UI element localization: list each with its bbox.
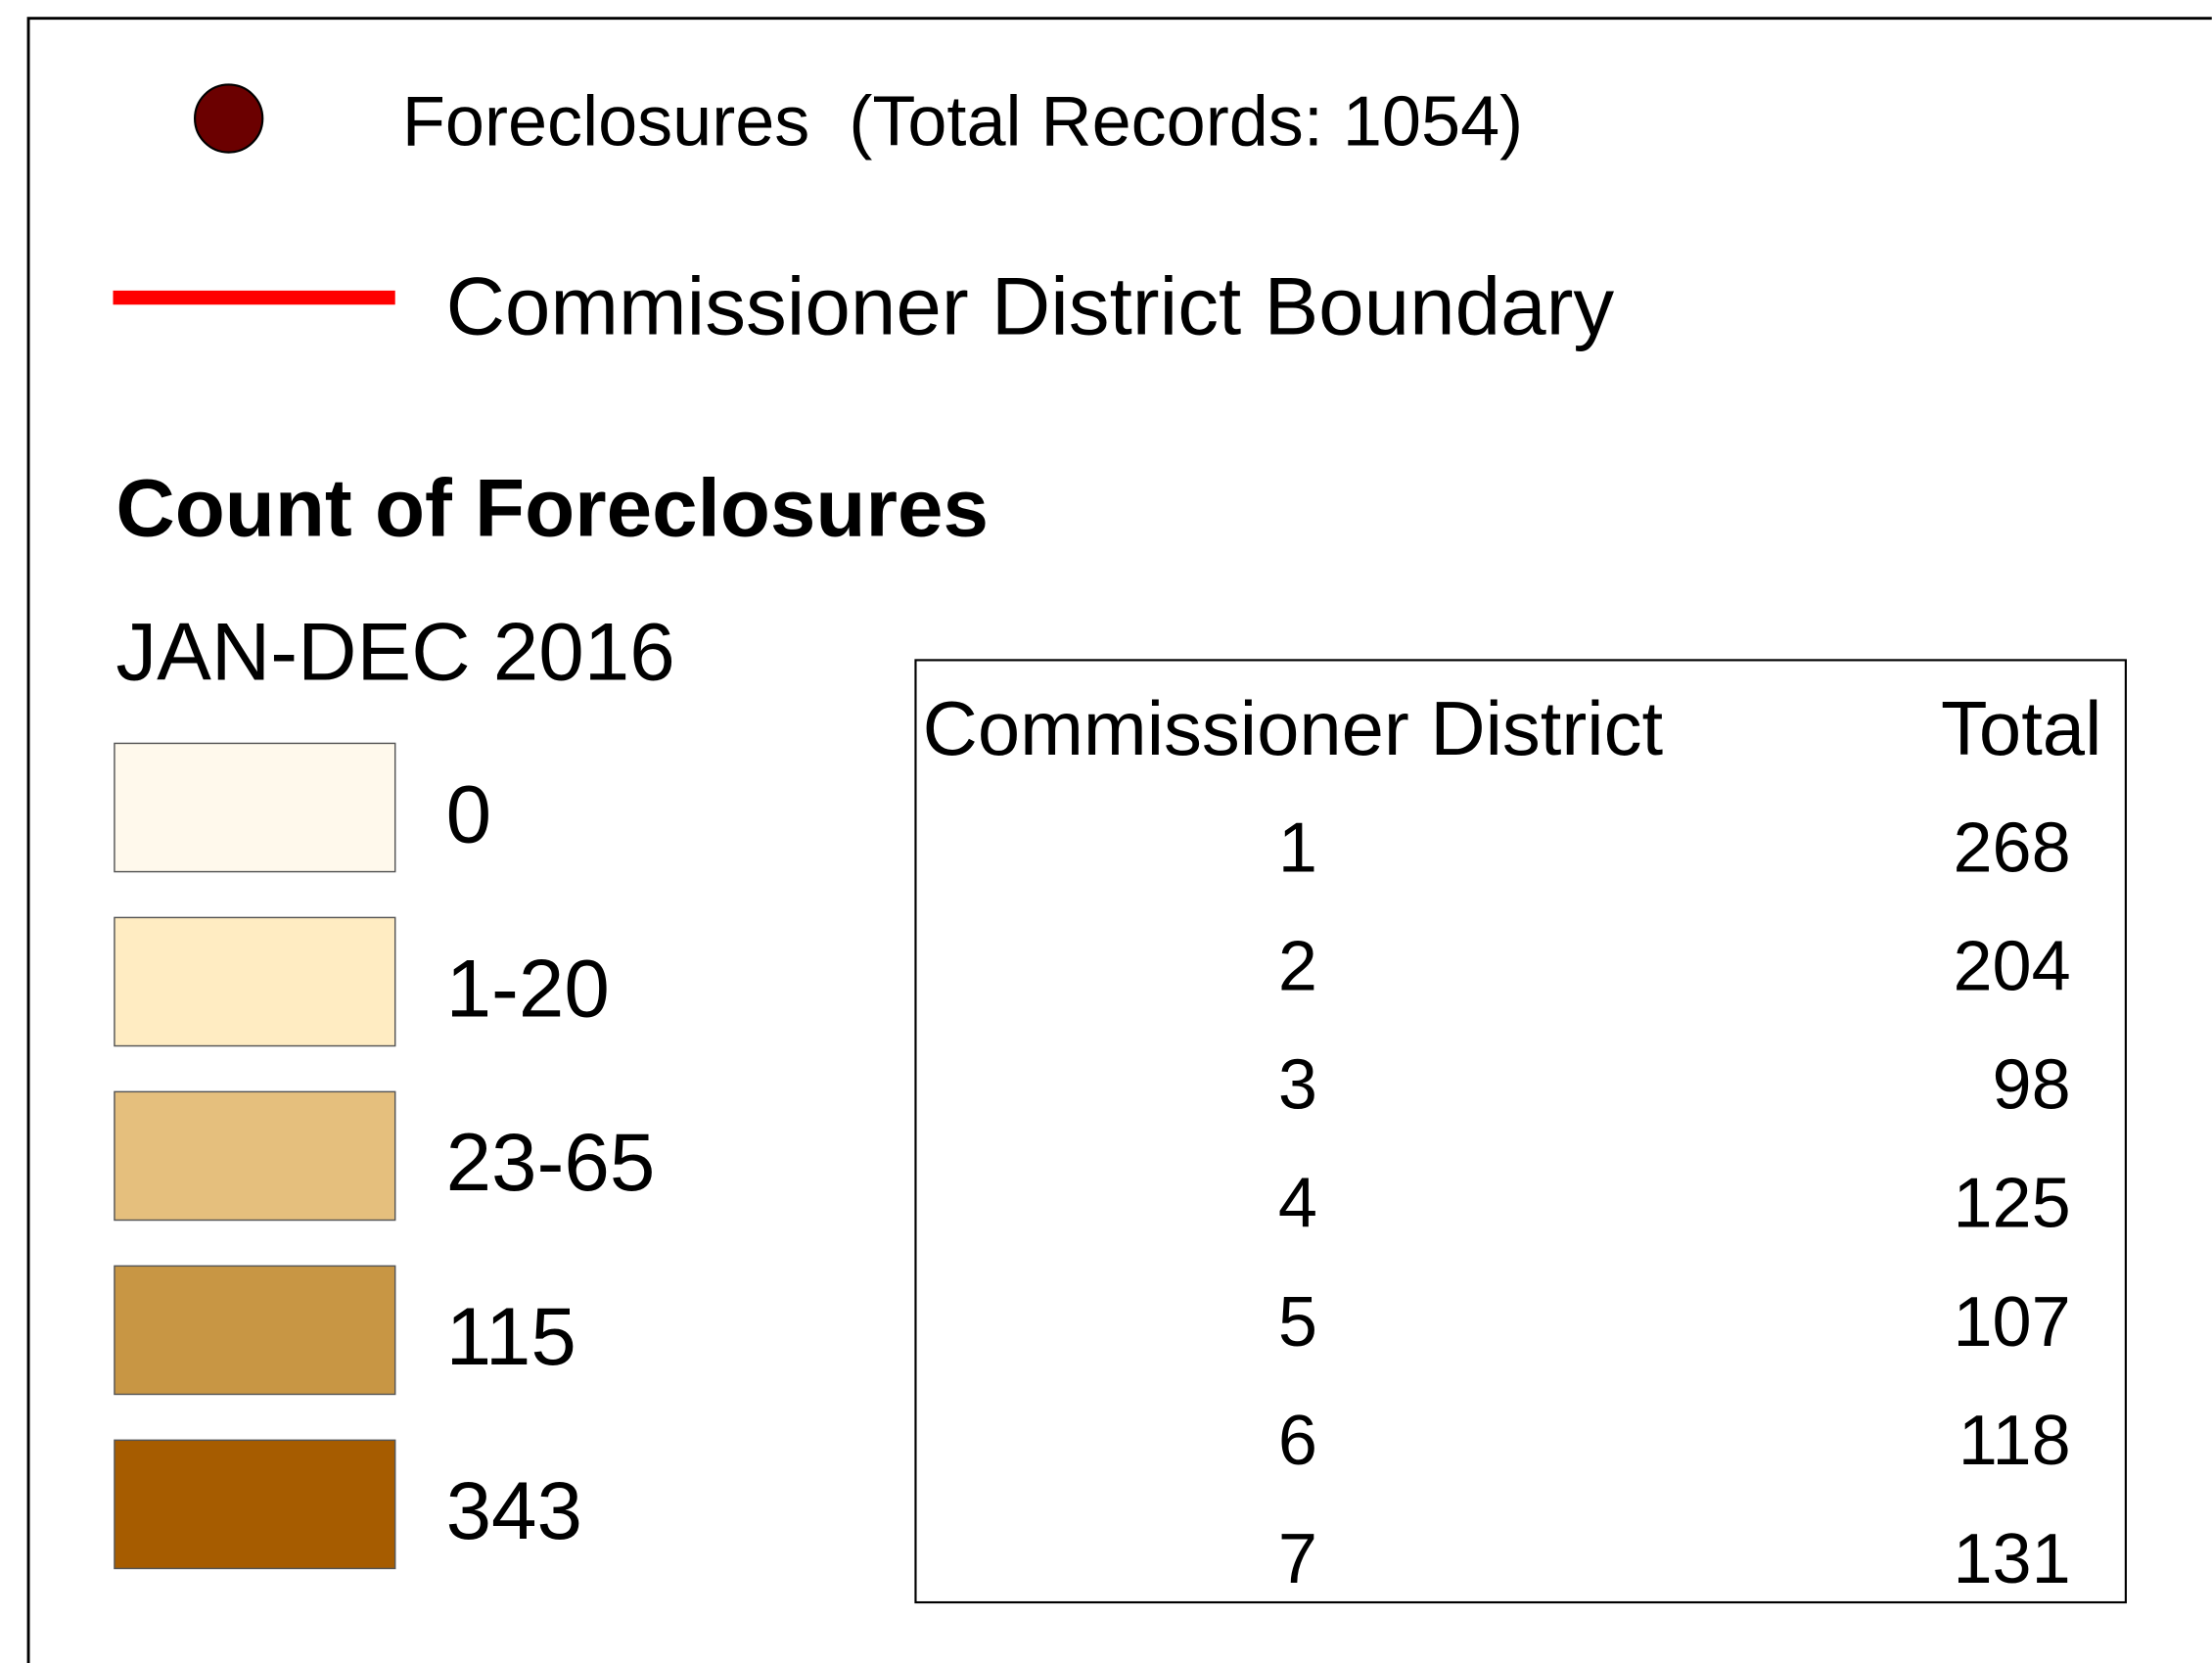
district-cell: 6 (1278, 1402, 1317, 1480)
point-symbol (193, 83, 264, 154)
district-cell: 3 (1278, 1046, 1317, 1125)
total-cell: 118 (1959, 1402, 2071, 1480)
table-header: Commissioner District (923, 687, 1664, 771)
total-cell: 125 (1953, 1165, 2070, 1243)
table-header: Total (1941, 687, 2101, 771)
total-cell: 268 (1953, 809, 2070, 888)
class-swatch (114, 742, 396, 873)
class-swatch (114, 1090, 396, 1222)
district-cell: 5 (1278, 1283, 1317, 1362)
district-cell: 1 (1278, 809, 1317, 888)
district-cell: 2 (1278, 928, 1317, 1006)
total-cell: 98 (1993, 1046, 2071, 1125)
class-label: 115 (446, 1290, 576, 1382)
symbol-label: Commissioner District Boundary (446, 260, 1615, 352)
class-swatch (114, 1265, 396, 1396)
legend-subtitle: JAN-DEC 2016 (115, 606, 674, 698)
total-cell: 131 (1953, 1520, 2070, 1598)
total-cell: 204 (1953, 928, 2070, 1006)
symbol-label: Foreclosures (Total Records: 1054) (402, 82, 1523, 161)
legend-title: Count of Foreclosures (115, 462, 989, 554)
class-label: 23-65 (446, 1116, 656, 1208)
district-cell: 4 (1278, 1165, 1317, 1243)
class-label: 343 (446, 1464, 582, 1556)
class-label: 1-20 (446, 942, 610, 1034)
class-swatch (114, 916, 396, 1047)
total-cell: 107 (1953, 1283, 2070, 1362)
frame (26, 17, 2212, 1663)
table-frame (914, 659, 2127, 1604)
class-label: 0 (446, 767, 491, 859)
class-swatch (114, 1439, 396, 1570)
district-cell: 7 (1278, 1520, 1317, 1598)
